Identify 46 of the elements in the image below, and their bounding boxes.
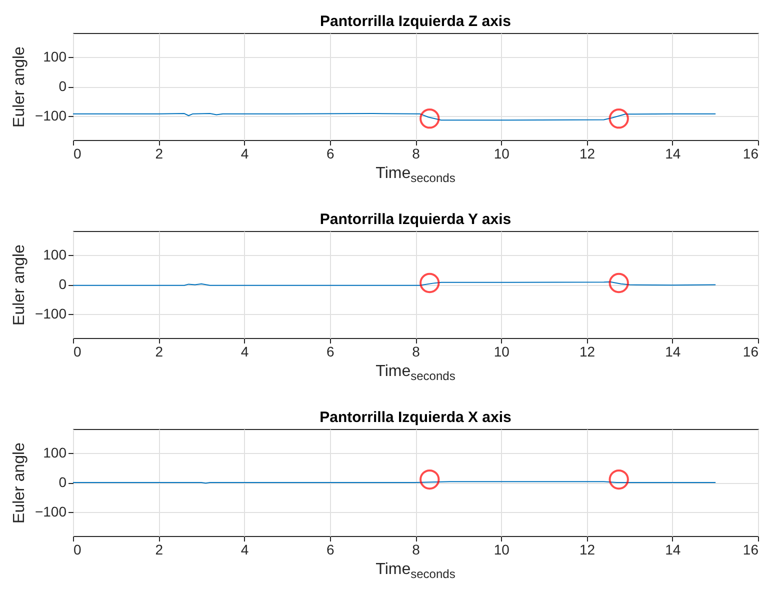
x-tick-label: 4: [240, 344, 249, 360]
y-tick-label: 100: [43, 48, 67, 64]
x-tick-label: 4: [240, 542, 249, 558]
chart-title: Pantorrilla Izquierda Y axis: [320, 211, 512, 228]
x-tick-label: 10: [494, 542, 510, 558]
x-tick-label: 0: [74, 344, 82, 360]
y-tick-label: −100: [34, 306, 67, 322]
x-tick-label: 10: [494, 344, 510, 360]
y-tick-label: 0: [58, 78, 67, 94]
x-tick-label: 6: [326, 344, 334, 360]
x-tick-label: 8: [412, 542, 420, 558]
y-tick-label: −100: [34, 108, 67, 124]
x-tick-label: 0: [74, 542, 82, 558]
x-axis-title: Time$_{seconds}$: [374, 561, 456, 582]
x-tick-label: 12: [579, 146, 596, 162]
x-tick-label: 12: [579, 542, 596, 558]
x-tick-label: 14: [665, 344, 681, 360]
x-tick-label: 6: [326, 542, 334, 558]
y-axis-title: Euler angle: [10, 46, 28, 128]
x-tick-label: 2: [155, 542, 164, 558]
chart-title: Pantorrilla Izquierda X axis: [320, 409, 512, 426]
x-tick-label: 12: [579, 344, 596, 360]
y-axis-title: Euler angle: [10, 442, 28, 524]
y-tick-label: −100: [34, 504, 67, 520]
line-series: [73, 113, 716, 121]
x-tick-label: 16: [742, 542, 759, 558]
x-tick-label: 6: [326, 146, 334, 162]
x-tick-label: 0: [74, 146, 82, 162]
x-axis-title: Time$_{seconds}$: [374, 363, 456, 384]
y-tick-label: 100: [43, 444, 67, 460]
y-tick-label: 100: [43, 246, 67, 262]
x-axis-title: Time$_{seconds}$: [374, 165, 456, 186]
x-tick-label: 8: [412, 344, 420, 360]
x-tick-label: 4: [240, 146, 249, 162]
x-tick-label: 14: [665, 542, 681, 558]
y-tick-label: 0: [58, 474, 67, 490]
x-tick-label: 16: [742, 344, 759, 360]
x-tick-label: 14: [665, 146, 681, 162]
chart-title: Pantorrilla Izquierda Z axis: [320, 13, 511, 30]
x-tick-label: 8: [412, 146, 420, 162]
x-tick-label: 16: [742, 146, 759, 162]
y-tick-label: 0: [58, 276, 67, 292]
x-tick-label: 2: [155, 146, 164, 162]
y-axis-title: Euler angle: [10, 244, 28, 326]
x-tick-label: 10: [494, 146, 510, 162]
x-tick-label: 2: [155, 344, 164, 360]
